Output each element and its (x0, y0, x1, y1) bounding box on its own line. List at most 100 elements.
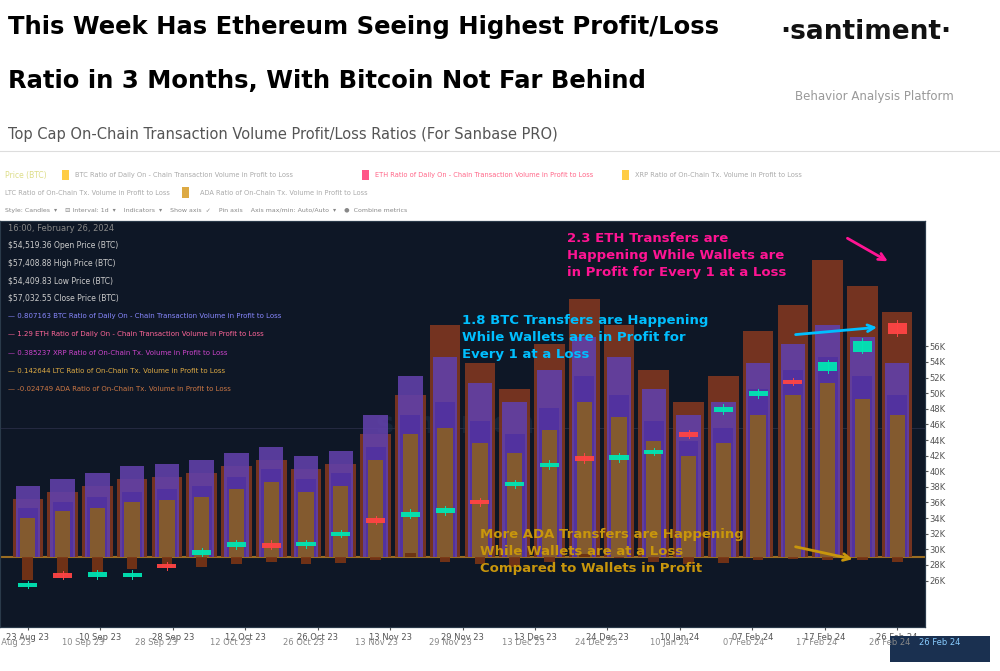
Bar (607, 357, 631, 556)
Text: Top Cap On-Chain Transaction Volume Profit/Loss Ratios (For Sanbase PRO): Top Cap On-Chain Transaction Volume Prof… (8, 127, 558, 142)
Text: XRP Ratio of On-Chain Tx. Volume in Profit to Loss: XRP Ratio of On-Chain Tx. Volume in Prof… (635, 172, 802, 178)
Bar (22, 556, 33, 580)
Bar (57, 556, 68, 574)
Text: 29 Nov 23: 29 Nov 23 (429, 638, 471, 647)
Bar (194, 497, 209, 556)
Bar (622, 170, 629, 180)
Text: 10 Sep 23: 10 Sep 23 (62, 638, 104, 647)
Bar (611, 417, 627, 556)
Text: 10 Jan 24: 10 Jan 24 (650, 638, 690, 647)
Bar (749, 391, 768, 396)
Bar (850, 338, 875, 556)
Bar (435, 402, 455, 556)
Bar (291, 469, 321, 556)
Bar (400, 415, 420, 556)
Bar (679, 432, 698, 437)
Bar (152, 476, 182, 556)
Bar (182, 187, 189, 198)
Bar (221, 466, 252, 556)
Bar (18, 507, 38, 556)
Bar (159, 500, 175, 556)
Text: 26 Feb 24: 26 Feb 24 (919, 638, 961, 647)
Bar (614, 556, 624, 558)
Bar (788, 556, 798, 559)
Bar (363, 415, 388, 556)
Bar (753, 556, 763, 560)
Bar (294, 456, 318, 556)
Bar (229, 489, 244, 556)
Bar (748, 389, 768, 556)
Bar (644, 421, 664, 556)
Text: — 1.29 ETH Ratio of Daily On - Chain Transaction Volume in Profit to Loss: — 1.29 ETH Ratio of Daily On - Chain Tra… (8, 331, 264, 338)
Bar (509, 556, 520, 567)
Bar (53, 573, 72, 578)
Bar (499, 389, 530, 556)
Bar (157, 564, 176, 568)
Text: $57,408.88 High Price (BTC): $57,408.88 High Price (BTC) (8, 258, 115, 268)
Text: 1.8 BTC Transfers are Happening
While Wallets are in Profit for
Every 1 at a Los: 1.8 BTC Transfers are Happening While Wa… (462, 314, 709, 361)
Bar (366, 518, 385, 523)
Bar (430, 325, 460, 556)
Bar (888, 323, 907, 334)
Bar (192, 550, 211, 555)
Text: — -0.024749 ADA Ratio of On-Chain Tx. Volume in Profit to Loss: — -0.024749 ADA Ratio of On-Chain Tx. Vo… (8, 386, 231, 392)
Bar (157, 489, 177, 556)
Bar (55, 511, 70, 556)
Bar (50, 479, 75, 556)
Text: ETH Ratio of Daily On - Chain Transaction Volume in Profit to Loss: ETH Ratio of Daily On - Chain Transactio… (375, 172, 593, 178)
Bar (437, 427, 453, 556)
Bar (783, 370, 803, 556)
Bar (716, 443, 731, 556)
Bar (575, 456, 594, 461)
Bar (890, 636, 990, 662)
Bar (468, 382, 492, 556)
Bar (296, 541, 316, 546)
Bar (259, 447, 283, 556)
Bar (331, 473, 351, 556)
Text: 16:00, February 26, 2024: 16:00, February 26, 2024 (8, 224, 114, 233)
Bar (231, 556, 242, 564)
Bar (579, 554, 590, 556)
Bar (436, 508, 455, 513)
Bar (401, 511, 420, 517)
Bar (296, 479, 316, 556)
Bar (196, 556, 207, 567)
Text: This Week Has Ethereum Seeing Highest Profit/Loss: This Week Has Ethereum Seeing Highest Pr… (8, 15, 719, 40)
Text: More ADA Transfers are Happening
While Wallets are at a Loss
Compared to Wallets: More ADA Transfers are Happening While W… (480, 528, 744, 575)
Bar (818, 362, 837, 372)
Bar (852, 376, 872, 556)
Bar (609, 395, 629, 556)
Bar (537, 370, 562, 556)
Bar (505, 482, 524, 486)
Bar (882, 311, 912, 556)
Bar (440, 556, 450, 562)
Bar (120, 466, 144, 556)
Bar (855, 399, 870, 556)
Bar (162, 556, 172, 568)
Bar (783, 380, 802, 384)
Bar (370, 556, 381, 560)
Bar (646, 441, 661, 556)
Bar (124, 503, 140, 556)
Bar (708, 376, 739, 556)
Bar (470, 500, 489, 504)
Text: Price (BTC): Price (BTC) (5, 170, 47, 180)
Bar (577, 402, 592, 556)
Bar (569, 299, 600, 556)
Text: $54,519.36 Open Price (BTC): $54,519.36 Open Price (BTC) (8, 241, 118, 250)
Bar (853, 341, 872, 352)
Bar (743, 331, 773, 556)
Text: 07 Feb 24: 07 Feb 24 (723, 638, 764, 647)
Bar (778, 305, 808, 556)
Bar (781, 344, 805, 556)
Bar (718, 556, 729, 563)
Text: $57,032.55 Close Price (BTC): $57,032.55 Close Price (BTC) (8, 294, 119, 303)
Bar (227, 542, 246, 547)
Text: BTC Ratio of Daily On - Chain Transaction Volume in Profit to Loss: BTC Ratio of Daily On - Chain Transactio… (75, 172, 293, 178)
Bar (502, 402, 527, 556)
Bar (92, 556, 103, 572)
Bar (812, 260, 843, 556)
Bar (123, 572, 142, 577)
Bar (224, 454, 249, 556)
Bar (847, 286, 878, 556)
